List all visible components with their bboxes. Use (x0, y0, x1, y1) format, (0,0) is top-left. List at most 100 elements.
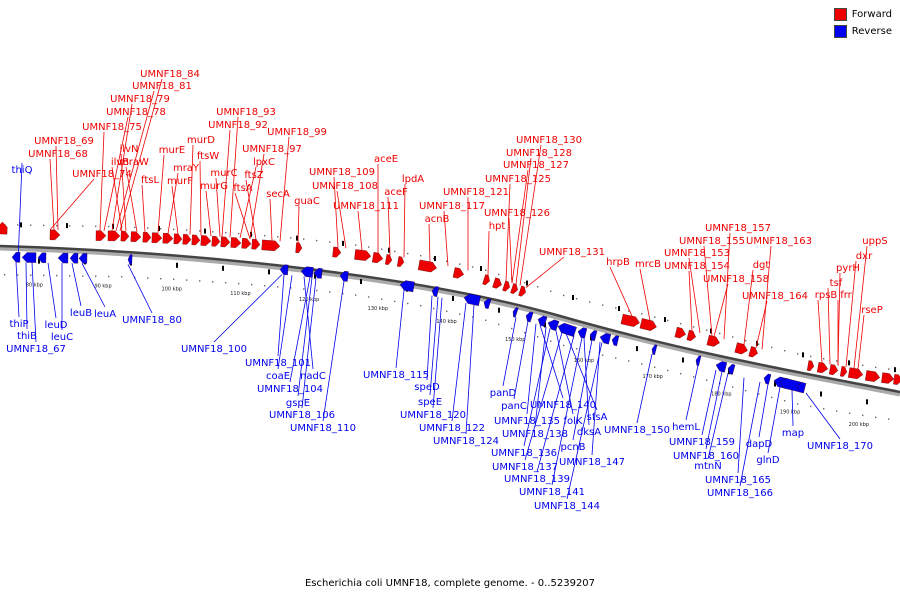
track-marker (176, 262, 178, 268)
forward-gene-label: UMNF18_111 (333, 201, 399, 212)
forward-gene-label: UMNF18_69 (34, 136, 94, 147)
reverse-leader-line (289, 277, 311, 383)
reverse-leader-line (71, 263, 82, 307)
reverse-leader-line (277, 274, 285, 357)
reverse-gene-arrow (611, 335, 620, 347)
track-dot (433, 307, 435, 310)
track-dot (550, 340, 552, 342)
track-dot (680, 373, 682, 375)
track-dot (862, 414, 864, 417)
track-dot (602, 304, 604, 306)
track-dot (355, 244, 357, 246)
forward-leader-line (609, 266, 633, 317)
track-dot (771, 346, 773, 349)
reverse-gene-arrow (796, 382, 807, 394)
forward-gene-label: UMNF18_128 (506, 148, 572, 159)
forward-gene-arrow (173, 233, 183, 245)
track-dot (615, 307, 617, 309)
forward-gene-arrow (806, 360, 815, 372)
reverse-leader-line (303, 276, 314, 370)
forward-gene-arrow (130, 231, 142, 242)
forward-gene-arrow (251, 238, 261, 250)
forward-gene-label: murD (187, 135, 215, 146)
track-dot (407, 252, 409, 255)
track-dot (147, 227, 149, 229)
genome-backbone (0, 244, 900, 394)
track-dot (303, 288, 305, 290)
track-dot (784, 400, 786, 402)
reverse-gene-label: UMNF18_147 (559, 457, 625, 468)
forward-gene-label: UMNF18_153 (664, 248, 730, 259)
track-marker (360, 279, 362, 284)
reverse-gene-arrow (715, 361, 728, 373)
reverse-gene-label: folK (564, 416, 583, 427)
forward-gene-label: UMNF18_157 (705, 223, 771, 234)
forward-gene-arrow (686, 329, 696, 341)
forward-leader-line (125, 166, 138, 232)
track-dot (43, 224, 45, 227)
forward-gene-arrow (354, 249, 372, 261)
track-dot (823, 408, 825, 410)
forward-gene-label: UMNF18_125 (485, 174, 551, 185)
reverse-leader-line (513, 321, 529, 400)
track-dot (394, 250, 396, 253)
track-marker (388, 247, 390, 253)
forward-gene-label: mraW (119, 157, 149, 168)
forward-gene-arrow (639, 318, 657, 331)
forward-gene-arrow (839, 366, 848, 377)
forward-leader-line (205, 190, 212, 237)
track-dot (342, 292, 344, 295)
track-dot (69, 275, 71, 277)
reverse-gene-label: panD (490, 388, 517, 399)
reverse-gene-label: UMNF18_136 (491, 448, 557, 459)
reverse-leader-line (213, 274, 283, 343)
reverse-gene-arrow (11, 252, 21, 263)
gene-arrows (0, 221, 900, 394)
forward-leader-line (755, 300, 768, 348)
track-dot (524, 331, 526, 334)
forward-gene-arrow (230, 237, 242, 248)
track-dot (277, 236, 279, 238)
forward-gene-label: uppS (862, 236, 887, 247)
reverse-gene-label: UMNF18_137 (492, 462, 558, 473)
forward-leader-line (141, 184, 146, 233)
scale-tick-label: 150 kbp (505, 337, 525, 343)
forward-leader-line (157, 154, 165, 233)
track-dot (225, 282, 227, 284)
reverse-gene-label: glnD (756, 455, 779, 466)
forward-gene-label: lpxC (253, 157, 275, 168)
track-dot (290, 287, 292, 289)
track-dot (667, 369, 669, 372)
track-dot (95, 275, 97, 277)
reverse-gene-arrow (69, 253, 79, 264)
track-dot (693, 326, 695, 328)
legend-forward-label: Forward (851, 9, 892, 20)
forward-leader-line (167, 172, 179, 234)
track-marker (572, 295, 574, 300)
forward-gene-label: murC (210, 168, 237, 179)
forward-gene-arrow (620, 313, 640, 327)
reverse-leader-line (451, 302, 467, 422)
forward-gene-arrow (241, 238, 252, 249)
forward-gene-label: mrcB (635, 259, 661, 270)
forward-leader-line (111, 166, 123, 232)
reverse-leader-line (739, 381, 761, 487)
track-dot (550, 290, 552, 292)
reverse-gene-label: UMNF18_140 (530, 400, 596, 411)
forward-gene-label: UMNF18_109 (309, 167, 375, 178)
track-marker (636, 346, 638, 352)
forward-gene-label: ilvB (111, 157, 129, 168)
reverse-gene-arrow (21, 252, 37, 263)
track-dot (160, 228, 162, 230)
track-dot (459, 313, 461, 315)
reverse-gene-label: nadC (300, 371, 326, 382)
reverse-gene-arrow (599, 333, 612, 345)
forward-leader-line (171, 185, 179, 234)
forward-gene-label: acnB (425, 214, 450, 225)
forward-leader-line (639, 268, 651, 321)
genome-backbone-shadow (0, 245, 900, 397)
reverse-gene-label: UMNF18_101 (245, 358, 311, 369)
legend-forward: Forward (833, 8, 892, 21)
track-dot (43, 274, 45, 277)
forward-gene-arrow (865, 370, 881, 382)
